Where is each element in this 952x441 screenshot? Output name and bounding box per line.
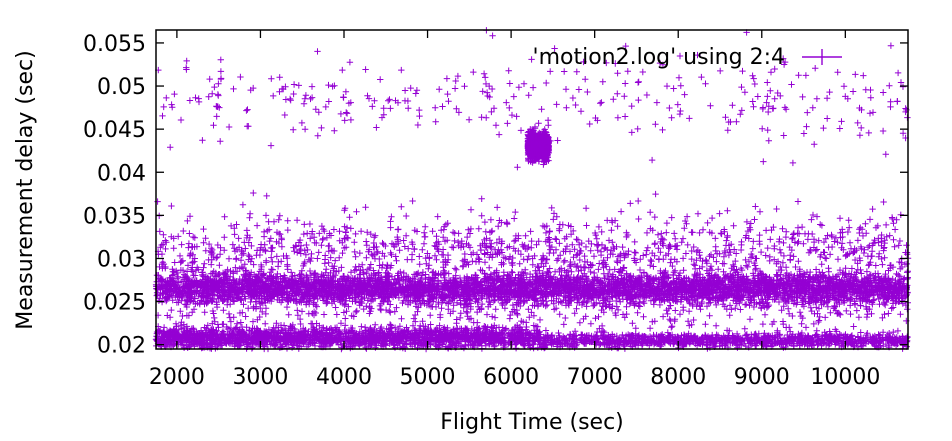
scatter-point <box>319 297 327 304</box>
scatter-point <box>640 300 648 307</box>
scatter-point <box>450 302 457 309</box>
scatter-point <box>671 267 679 274</box>
scatter-point <box>410 315 418 322</box>
scatter-point <box>387 309 394 316</box>
scatter-point <box>509 269 516 276</box>
scatter-point <box>613 297 620 305</box>
scatter-point <box>583 303 590 310</box>
scatter-point <box>697 271 704 278</box>
scatter-point <box>690 316 697 324</box>
scatter-point <box>259 308 266 316</box>
scatter-point <box>882 301 889 309</box>
scatter-point <box>169 297 176 304</box>
scatter-point <box>824 303 832 310</box>
scatter-point <box>486 299 494 306</box>
points-layer <box>152 27 912 353</box>
scatter-point <box>746 302 753 309</box>
scatter-point <box>425 262 433 269</box>
scatter-point <box>587 268 594 276</box>
scatter-point <box>168 306 175 314</box>
scatter-point <box>240 301 247 308</box>
scatter-point <box>367 261 374 268</box>
scatter-point <box>508 268 515 276</box>
